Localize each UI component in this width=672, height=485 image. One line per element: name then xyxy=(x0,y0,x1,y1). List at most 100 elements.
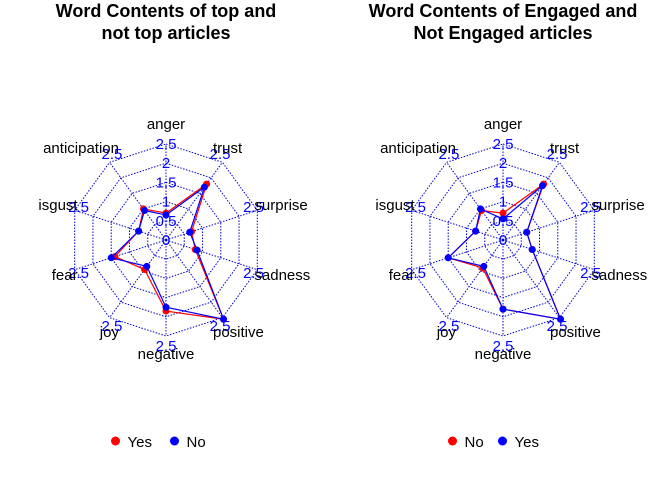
outer-tick-label: 2.5 xyxy=(405,265,426,282)
data-point-yes-anticipation xyxy=(476,205,484,213)
outer-tick-label: 2.5 xyxy=(101,318,122,335)
axis-label-joy: joy xyxy=(436,324,457,341)
axis-label-disgust: isgust xyxy=(375,197,415,214)
data-point-yes-disgust xyxy=(472,227,480,235)
outer-tick-label: 2.5 xyxy=(243,199,264,216)
grid-spoke xyxy=(109,239,167,318)
outer-tick-label: 2.5 xyxy=(68,199,89,216)
grid-ring xyxy=(92,162,240,318)
ring-tick-label: 2.5 xyxy=(493,136,514,153)
ring-tick-label: 2 xyxy=(499,155,507,172)
ring-tick-label: 0 xyxy=(162,232,170,249)
grid-spoke xyxy=(502,239,595,271)
grid-spoke xyxy=(165,162,223,241)
axis-label-anticipation: anticipation xyxy=(380,140,456,157)
outer-tick-label: 2.5 xyxy=(580,199,601,216)
grid-ring xyxy=(128,201,204,279)
legend-marker-yes xyxy=(498,436,507,446)
grid-spoke xyxy=(74,209,167,241)
outer-tick-label: 2.5 xyxy=(68,265,89,282)
axis-label-disgust: isgust xyxy=(38,197,78,214)
outer-tick-label: 2.5 xyxy=(405,199,426,216)
legend-marker-yes xyxy=(111,436,120,446)
outer-tick-label: 2.5 xyxy=(210,146,231,163)
grid-spoke xyxy=(446,239,504,318)
data-point-no-trust xyxy=(200,183,208,191)
outer-tick-label: 2.5 xyxy=(493,338,514,355)
data-point-yes-trust xyxy=(538,182,546,190)
axis-label-fear: fear xyxy=(52,267,78,284)
axis-label-negative: negative xyxy=(138,346,195,363)
outer-tick-label: 2.5 xyxy=(243,265,264,282)
data-point-no-fear xyxy=(107,254,115,262)
grid-ring xyxy=(429,162,577,318)
ring-tick-label: 0.5 xyxy=(156,213,177,230)
data-point-no-joy xyxy=(143,262,151,270)
legend-marker-no xyxy=(170,436,179,446)
ring-tick-label: 1 xyxy=(162,194,170,211)
data-point-yes-negative xyxy=(499,305,507,313)
data-point-yes-surprise xyxy=(523,228,531,236)
data-point-yes-positive xyxy=(557,315,565,323)
grid-spoke xyxy=(165,239,258,271)
data-point-no-surprise xyxy=(186,228,194,236)
axis-label-positive: positive xyxy=(213,324,264,341)
data-point-yes-sadness xyxy=(528,245,536,253)
axis-label-surprise: surprise xyxy=(254,197,307,214)
data-point-no-anger xyxy=(499,209,507,217)
grid-ring xyxy=(465,201,541,279)
grid-spoke xyxy=(411,209,504,241)
axis-label-trust: trust xyxy=(550,140,580,157)
grid-spoke xyxy=(446,162,504,241)
legend-label-yes: Yes xyxy=(515,434,539,451)
ring-tick-label: 1.5 xyxy=(493,174,514,191)
outer-tick-label: 2.5 xyxy=(580,265,601,282)
ring-tick-label: 0 xyxy=(499,232,507,249)
legend-label-yes: Yes xyxy=(128,434,152,451)
data-point-no-negative xyxy=(162,303,170,311)
grid-spoke xyxy=(109,162,167,241)
outer-tick-label: 2.5 xyxy=(101,146,122,163)
ring-tick-label: 2.5 xyxy=(156,136,177,153)
data-point-no-sadness xyxy=(193,246,201,254)
chart-title-line: Not Engaged articles xyxy=(413,23,592,43)
axis-label-positive: positive xyxy=(550,324,601,341)
legend: No Yes xyxy=(448,434,539,451)
ring-tick-label: 1.5 xyxy=(156,174,177,191)
axis-label-anticipation: anticipation xyxy=(43,140,119,157)
chart-title-line: not top articles xyxy=(101,23,230,43)
axis-label-sadness: sadness xyxy=(254,267,310,284)
outer-tick-label: 2.5 xyxy=(438,318,459,335)
grid-spoke xyxy=(165,239,223,318)
grid-spoke xyxy=(502,209,595,241)
axis-label-fear: fear xyxy=(389,267,415,284)
chart-title-line: Word Contents of Engaged and xyxy=(369,1,638,21)
grid-spoke xyxy=(165,209,258,241)
grid-spoke xyxy=(502,162,560,241)
outer-tick-label: 2.5 xyxy=(438,146,459,163)
axis-label-anger: anger xyxy=(484,116,522,133)
axis-label-surprise: surprise xyxy=(591,197,644,214)
axis-label-joy: joy xyxy=(99,324,120,341)
legend-label-no: No xyxy=(187,434,206,451)
data-point-no-positive xyxy=(220,315,228,323)
legend-label-no: No xyxy=(465,434,484,451)
data-point-yes-joy xyxy=(480,262,488,270)
data-point-no-anger xyxy=(162,211,170,219)
grid-spoke xyxy=(411,239,504,271)
data-point-yes-anger xyxy=(499,215,507,223)
outer-tick-label: 2.5 xyxy=(547,146,568,163)
chart-title-line: Word Contents of top and xyxy=(56,1,277,21)
grid-spoke xyxy=(74,239,167,271)
axis-label-sadness: sadness xyxy=(591,267,647,284)
data-point-no-disgust xyxy=(135,227,143,235)
ring-tick-label: 2 xyxy=(162,155,170,172)
legend: Yes No xyxy=(111,434,206,451)
axis-label-negative: negative xyxy=(475,346,532,363)
axis-label-anger: anger xyxy=(147,116,185,133)
outer-tick-label: 2.5 xyxy=(156,338,177,355)
